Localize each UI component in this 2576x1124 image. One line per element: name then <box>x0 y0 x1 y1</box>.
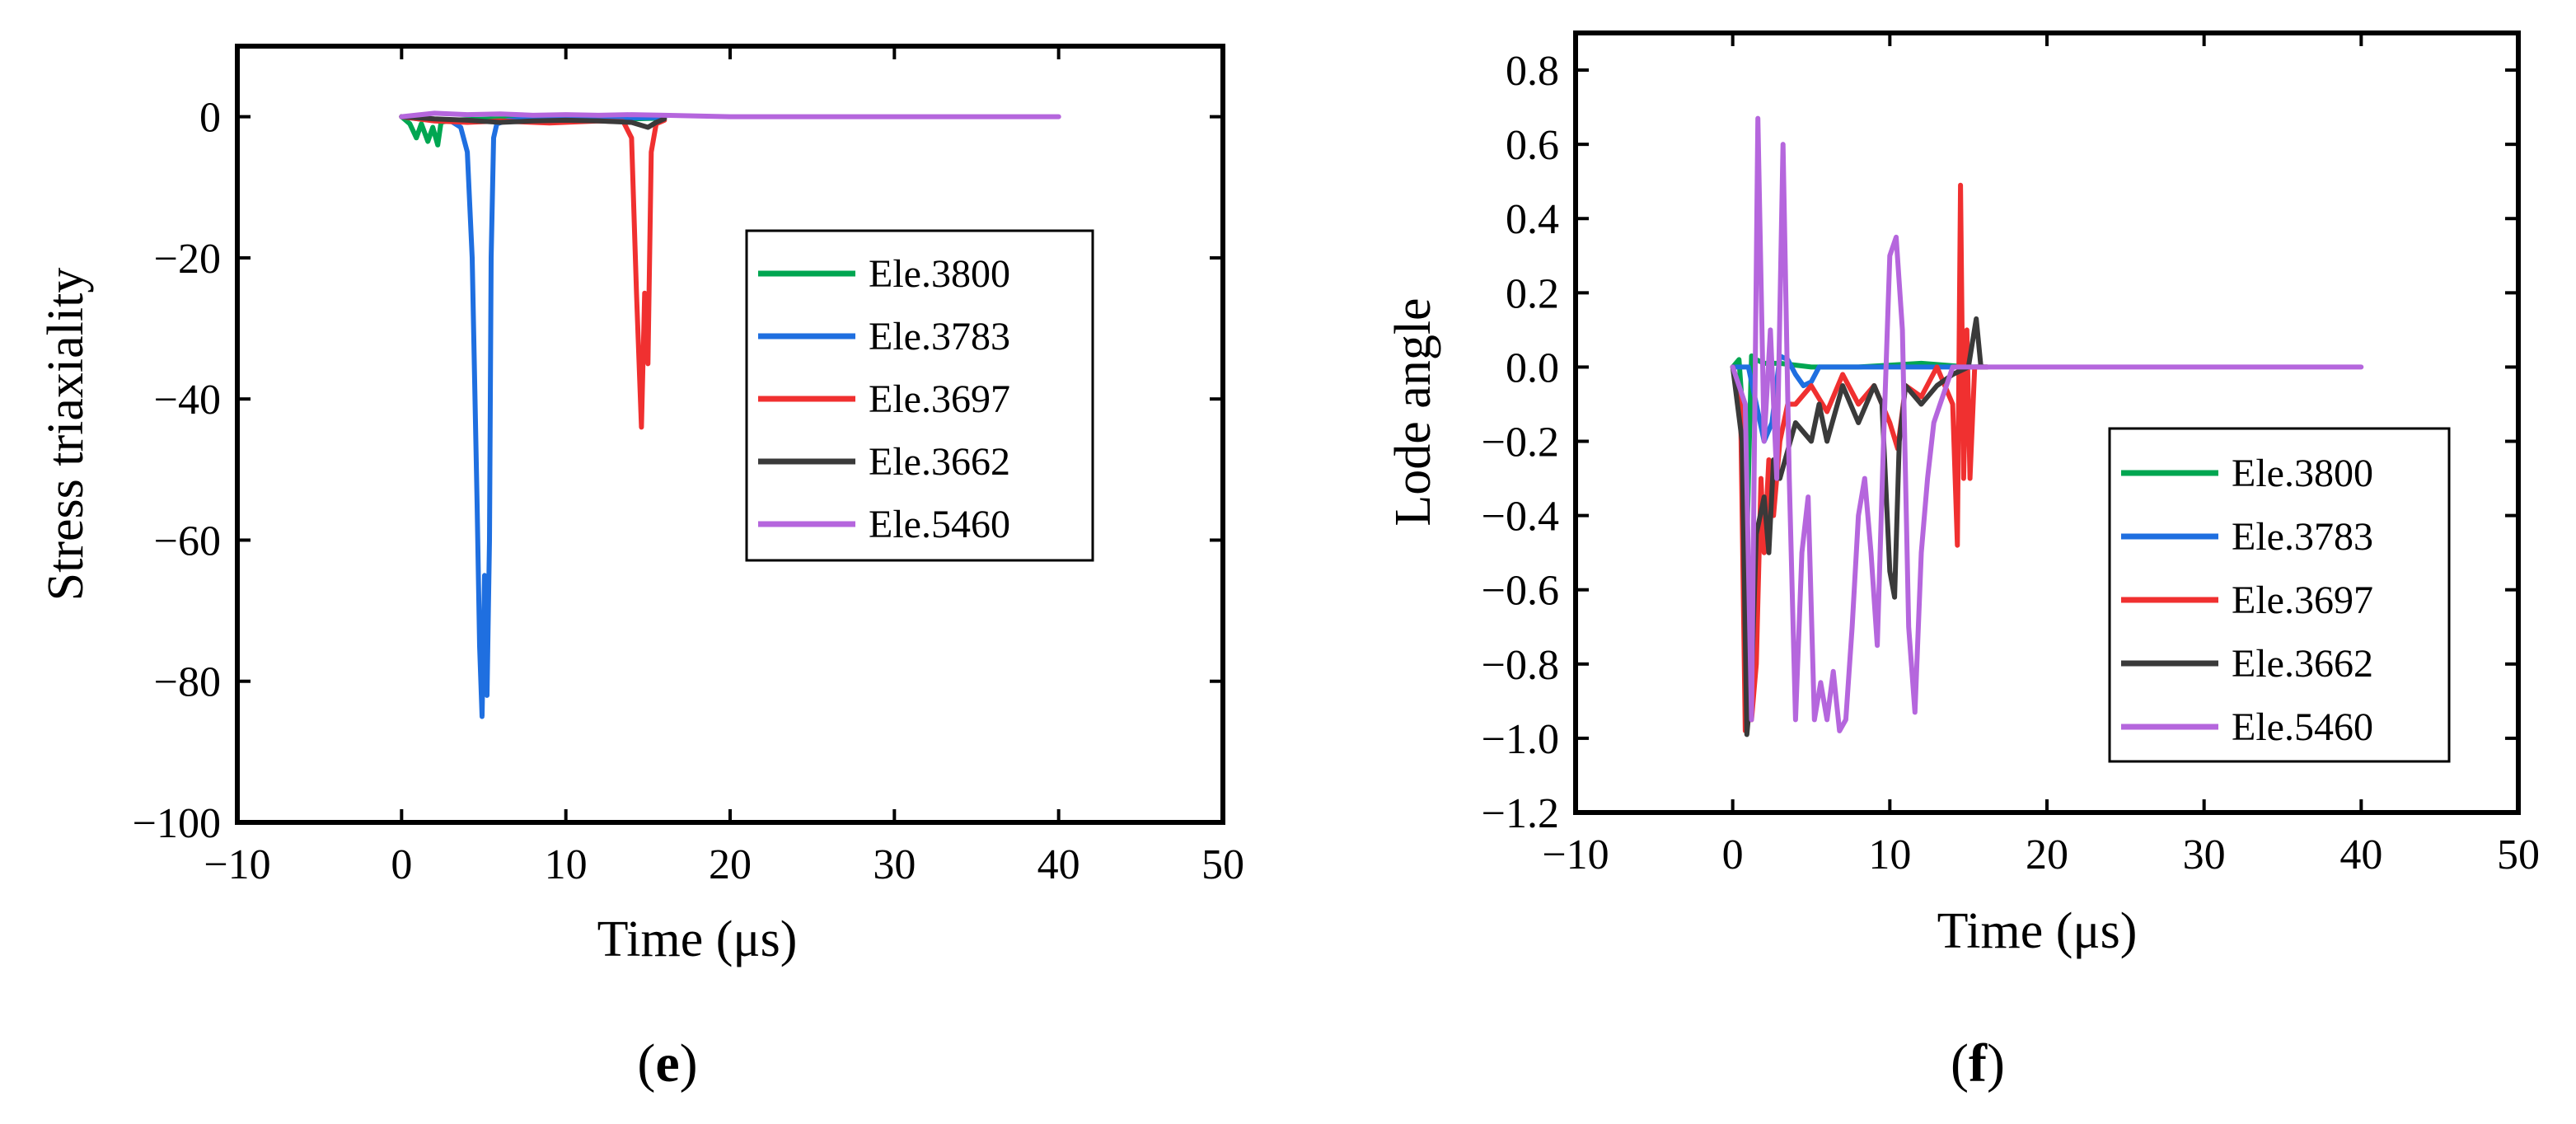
panel-e-legend-label-1: Ele.3783 <box>869 315 1010 358</box>
panel-e-letter: e <box>655 1033 679 1094</box>
panel-f-x-axis-title: Time (μs) <box>1937 903 2138 959</box>
panel-f-legend-items: Ele.3800 Ele.3783 Ele.3697 Ele.3662 Ele.5460 <box>2121 452 2373 749</box>
panel-f-y-axis-title: Lode angle <box>1385 297 1441 526</box>
panel-f-x-tick-label-5: 40 <box>2339 831 2382 878</box>
panel-f-x-tick-label-2: 10 <box>1868 831 1911 878</box>
panel-e-x-tick-label-4: 30 <box>873 841 916 888</box>
panel-f-legend-label-0: Ele.3800 <box>2232 452 2373 495</box>
panel-e-x-tick-label-3: 20 <box>709 841 752 888</box>
panel-f-series-line-4 <box>1730 115 2364 733</box>
panel-e-legend: Ele.3800 Ele.3783 Ele.3697 Ele.3662 Ele.5460 <box>745 229 1094 562</box>
panel-f-series-line-3 <box>1730 316 1990 738</box>
panel-f-lode-angle: −10 0 10 20 30 40 50 0.8 0.6 0.4 0.2 0.0 −0.2 −0.4 −0.… <box>1385 30 2540 1094</box>
panel-f-y-tick-label-3: 0.2 <box>1506 270 1559 317</box>
panel-e-legend-label-4: Ele.5460 <box>869 503 1010 546</box>
panel-f-x-tick-label-6: 50 <box>2497 831 2540 878</box>
panel-f-series-line-2 <box>1730 182 1990 733</box>
panel-e-series-line-4 <box>399 110 1061 119</box>
panel-f-legend-label-1: Ele.3783 <box>2232 515 2373 559</box>
panel-e-legend-items: Ele.3800 Ele.3783 Ele.3697 Ele.3662 Ele.5460 <box>758 252 1010 546</box>
panel-f-x-tick-label-3: 20 <box>2026 831 2068 878</box>
panel-e-x-tick-label-6: 50 <box>1201 841 1244 888</box>
panel-f-x-tick-label-4: 30 <box>2183 831 2226 878</box>
panel-e-y-tick-label-0: 0 <box>199 95 221 142</box>
panel-e-y-axis-title: Stress triaxiality <box>38 268 94 602</box>
panel-f-y-tick-label-1: 0.6 <box>1506 122 1559 169</box>
panel-f-y-tick-label-8: −0.8 <box>1482 642 1559 689</box>
panel-f-y-tick-label-5: −0.2 <box>1482 419 1559 466</box>
panel-f-y-tick-label-9: −1.0 <box>1482 716 1559 763</box>
panel-e-x-axis-title: Time (μs) <box>597 911 798 967</box>
panel-f-x-tick-label-0: −10 <box>1542 831 1609 878</box>
panel-f-legend-label-4: Ele.5460 <box>2232 705 2373 749</box>
panel-f-legend: Ele.3800 Ele.3783 Ele.3697 Ele.3662 Ele.5460 <box>2108 427 2451 763</box>
panel-e-series-line-3 <box>399 114 667 130</box>
panel-e-x-tick-label-5: 40 <box>1037 841 1080 888</box>
panel-e-y-tick-label-1: −20 <box>154 236 221 283</box>
panel-e-x-tick-label-0: −10 <box>204 841 270 888</box>
panel-e-legend-box <box>745 229 1094 562</box>
panel-f-y-tick-label-6: −0.4 <box>1482 494 1559 541</box>
panel-f-letter: f <box>1969 1033 1988 1094</box>
panel-e-x-tick-label-1: 0 <box>391 841 412 888</box>
panel-e-legend-label-2: Ele.3697 <box>869 377 1010 421</box>
panel-f-legend-box <box>2108 427 2451 763</box>
panel-e-y-tick-label-3: −60 <box>154 518 221 564</box>
panel-f-legend-label-2: Ele.3697 <box>2232 578 2373 622</box>
panel-f-y-tick-label-2: 0.4 <box>1506 196 1559 243</box>
panel-e-y-tick-label-4: −80 <box>154 659 221 706</box>
panel-e-legend-label-0: Ele.3800 <box>869 252 1010 296</box>
panel-f-y-tick-label-4: 0.0 <box>1506 344 1559 391</box>
panel-e-x-tick-label-2: 10 <box>545 841 588 888</box>
panel-f-x-tick-label-1: 0 <box>1722 831 1744 878</box>
panel-f-y-tick-label-10: −1.2 <box>1482 790 1559 837</box>
panel-e-stress-triaxiality: −10 0 10 20 30 40 500−20−40−60−80−100 Time (μs… <box>38 44 1244 1094</box>
panel-f-y-tick-label-0: 0.8 <box>1506 48 1559 95</box>
panel-f-legend-label-3: Ele.3662 <box>2232 642 2373 686</box>
panel-e-legend-label-3: Ele.3662 <box>869 440 1010 484</box>
panel-f-y-tick-label-7: −0.6 <box>1482 568 1559 615</box>
panel-e-y-tick-label-2: −40 <box>154 377 221 424</box>
panel-e-y-tick-label-5: −100 <box>133 800 221 847</box>
panel-e-tick-layer: −10 0 10 20 30 40 500−20−40−60−80−100 <box>133 46 1244 888</box>
panel-e-series-layer <box>399 110 1061 719</box>
panel-f-label: (f) <box>1951 1033 2005 1094</box>
panel-f-series-layer <box>1730 115 2364 738</box>
panel-f-tick-layer: −10 0 10 20 30 40 50 0.8 0.6 0.4 0.2 0.0 −0.2 −0.4 −0.… <box>1482 33 2540 878</box>
panel-f-series-line-1 <box>1730 353 1987 444</box>
panel-e-label: (e) <box>637 1033 697 1094</box>
